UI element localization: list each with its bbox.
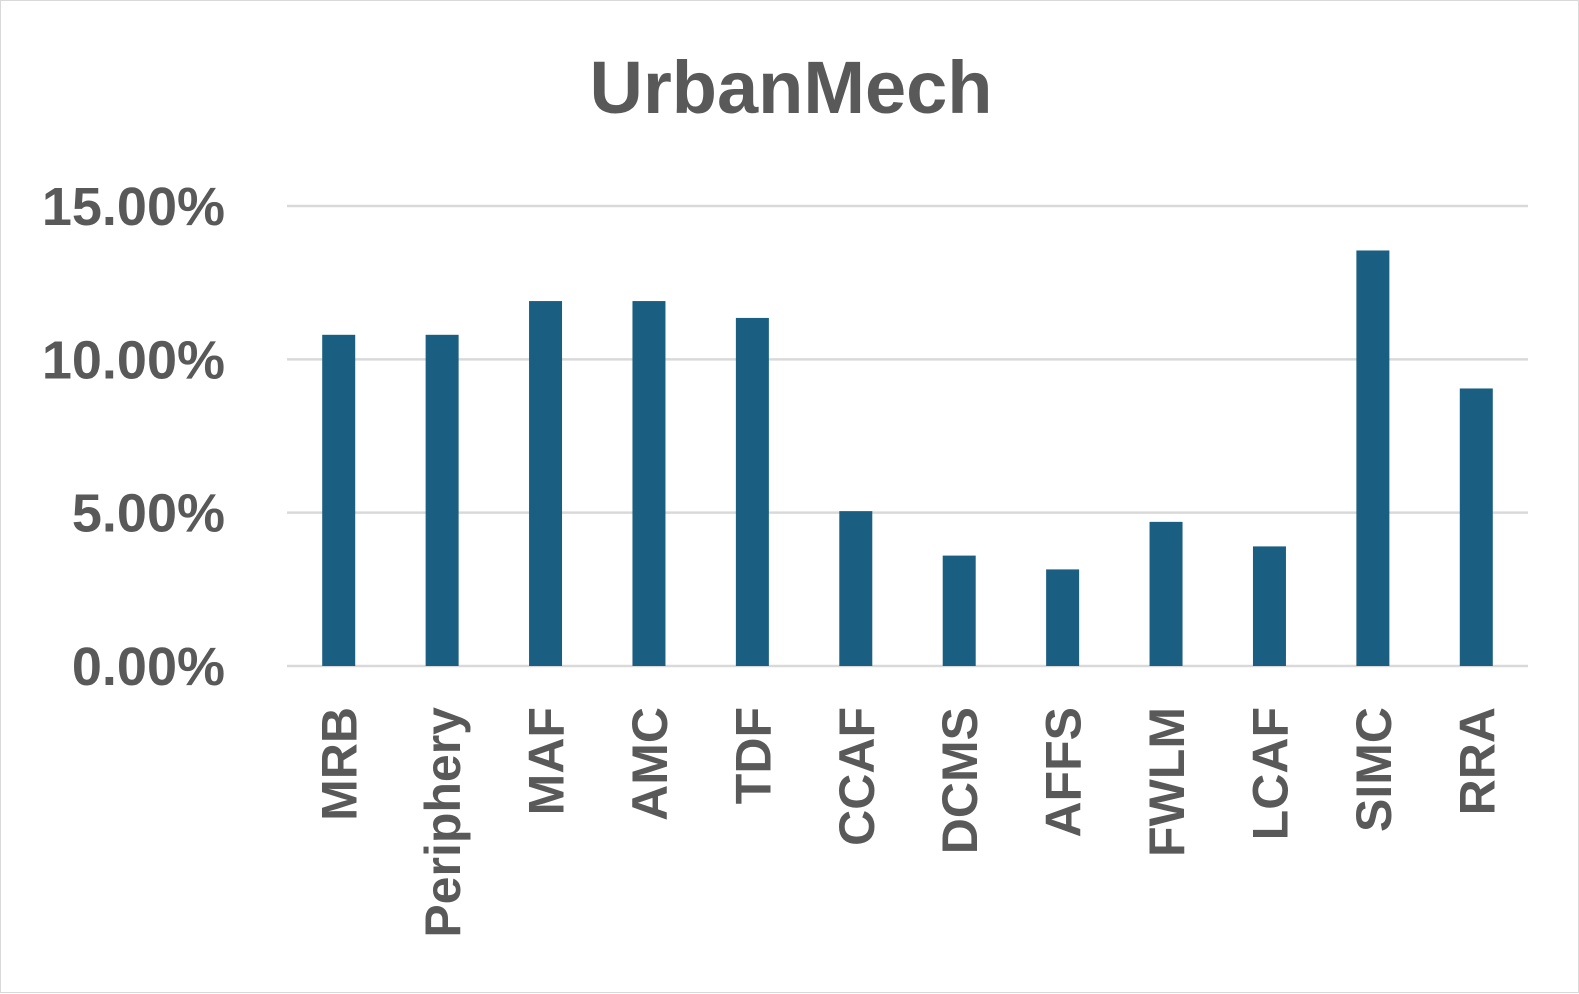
bar-dcms [942, 555, 976, 666]
y-tick-label: 15.00% [42, 177, 225, 237]
y-tick-label: 5.00% [72, 484, 225, 544]
x-tick-label: AFFS [1036, 707, 1092, 838]
bar-maf [529, 301, 563, 666]
x-tick-label: AMC [622, 707, 678, 821]
x-tick-label: MRB [312, 707, 368, 821]
bars [322, 250, 1493, 666]
x-tick-label: DCMS [932, 707, 988, 854]
bar-fwlm [1149, 521, 1183, 666]
x-tick-label: LCAF [1242, 707, 1298, 840]
bar-simc [1356, 250, 1390, 666]
x-tick-label: Periphery [415, 707, 471, 938]
x-tick-label: SIMC [1346, 707, 1402, 832]
y-axis-tick-labels: 0.00% 5.00% 10.00% 15.00% [42, 177, 225, 697]
bar-mrb [322, 334, 356, 666]
bar-rra [1459, 388, 1493, 666]
bar-tdf [735, 317, 769, 666]
x-tick-label: MAF [519, 707, 575, 815]
bar-affs [1046, 569, 1080, 666]
bar-amc [632, 301, 666, 666]
chart-title: UrbanMech [590, 46, 993, 129]
grid-layer [287, 204, 1528, 668]
bar-periphery [425, 334, 459, 666]
bar-lcaf [1252, 546, 1286, 666]
x-tick-label: RRA [1449, 707, 1505, 815]
x-tick-label: CCAF [829, 707, 885, 846]
bar-ccaf [839, 511, 873, 666]
y-tick-label: 0.00% [72, 637, 225, 697]
x-tick-label: FWLM [1139, 707, 1195, 857]
x-axis-tick-labels: MRB Periphery MAF AMC TDF CCAF DCMS AFFS FWLM LCA… [312, 707, 1506, 938]
x-tick-label: TDF [725, 707, 781, 804]
y-tick-label: 10.00% [42, 330, 225, 390]
